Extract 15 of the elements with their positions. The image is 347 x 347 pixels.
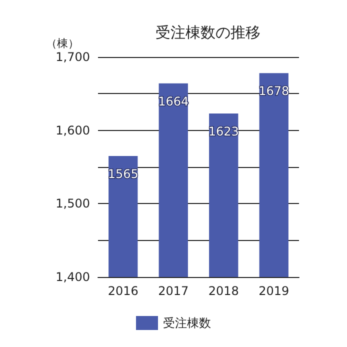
y-axis-title: （棟）	[46, 37, 79, 50]
chart-title: 受注棟数の推移	[156, 24, 260, 42]
data-label: 1664	[158, 94, 189, 108]
x-tick-label: 2016	[108, 284, 138, 298]
y-tick-label: 1,400	[56, 270, 90, 284]
x-tick-label: 2017	[158, 284, 189, 298]
data-label: 1623	[208, 124, 239, 138]
data-label: 1678	[258, 84, 290, 98]
y-tick-label: 1,500	[56, 196, 90, 211]
y-tick-label: 1,600	[56, 123, 90, 138]
y-tick-label: 1,700	[56, 50, 90, 64]
data-label: 1565	[108, 167, 138, 181]
x-tick-label: 2019	[258, 284, 290, 298]
legend-label: 受注棟数	[163, 316, 211, 330]
x-tick-label: 2018	[208, 284, 239, 298]
